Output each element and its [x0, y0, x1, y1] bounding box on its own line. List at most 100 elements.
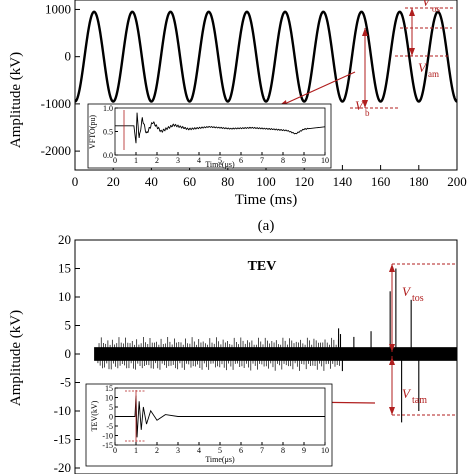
panel-a-x-axis-label: Time (ms): [235, 192, 297, 208]
panel-a-x-ticks: 0 20 40 60 80 100 120 140 160 180 200: [72, 165, 467, 189]
panel-a-inset-y-tick-label: 0.0: [103, 151, 113, 160]
v-tam-sub: tam: [412, 395, 427, 406]
panel-a-x-tick-label: 160: [371, 174, 391, 189]
panel-b-y-ticks: 20 15 10 5 0 -5 -10 -15 -20: [54, 232, 80, 474]
panel-a-inset-x-tick-label: 8: [281, 156, 285, 165]
panel-b-inset-x-tick-label: 4: [197, 446, 201, 455]
panel-b-inset-x-tick-label: 5: [218, 446, 222, 455]
panel-a-inset-trace: [115, 112, 326, 144]
panel-b-y-tick-label: -20: [54, 460, 71, 474]
panel-b-y-tick-label: -5: [60, 375, 71, 390]
v-os-sub: os: [432, 4, 441, 14]
panel-b-inset-y-tick-label: -15: [102, 441, 113, 450]
panel-a-y-ticks: 1000 0 -1000 -2000: [41, 1, 80, 158]
panel-a-inset-x-tick-label: 4: [197, 156, 201, 165]
panel-a-x-tick-label: 100: [256, 174, 276, 189]
panel-a-inset-x-tick-label: 9: [302, 156, 306, 165]
panel-b-inset-x-tick-label: 1: [134, 446, 138, 455]
panel-a-y-tick-label: -1000: [41, 96, 71, 111]
panel-b-y-tick-label: 20: [58, 232, 71, 247]
panel-b-inset-x-tick-label: 9: [302, 446, 306, 455]
v-tos-arrow-head: [389, 264, 395, 272]
panel-b-inset-y-label: TEV(kV): [90, 400, 99, 431]
v-tos-arrow-head-bottom: [389, 344, 395, 352]
inset-pointer-arrow-a: [279, 71, 356, 107]
panel-b-noise-band: [94, 347, 457, 361]
panel-a-inset: 0 1 2 3 4 5 6 7 8 9 10 1.0 0.5 0.0 Time(μs) VFTO(pu): [87, 103, 332, 169]
panel-b-y-tick-label: -15: [54, 432, 71, 447]
v-am-sub: am: [428, 69, 439, 79]
panel-b-noise-spikes: [97, 337, 341, 371]
panel-a-inset-y-label: VFTO(pu): [88, 115, 97, 149]
panel-a-label: (a): [258, 218, 275, 234]
panel-a-inset-x-tick-label: 3: [176, 156, 180, 165]
panel-b-inset-x-tick-label: 0: [113, 446, 117, 455]
v-am-arrow-head-down: [409, 48, 415, 56]
panel-a-inset-y-tick-label: 1.0: [103, 104, 113, 113]
v-am-arrow-head-up: [409, 8, 415, 16]
panel-b-inset-x-tick-label: 10: [321, 446, 329, 455]
panel-b-inset-x-ticks: 0 1 2 3 4 5 6 7 8 9 10: [113, 442, 329, 455]
panel-b-y-tick-label: 5: [65, 318, 72, 333]
panel-b-inset-y-tick-label: 0: [109, 413, 113, 422]
panel-b-inset-y-tick-label: 10: [105, 394, 113, 403]
panel-a-inset-x-tick-label: 7: [260, 156, 264, 165]
panel-a-x-tick-label: 180: [409, 174, 429, 189]
panel-a-inset-x-ticks: 0 1 2 3 4 5 6 7 8 9 10: [113, 152, 329, 165]
panel-b-inset-x-tick-label: 2: [155, 446, 159, 455]
panel-a-sine-line: [74, 10, 458, 103]
panel-b-y-tick-label: 15: [58, 261, 71, 276]
panel-a-sine-waveform: [74, 10, 458, 103]
panel-a-x-tick-label: 0: [72, 174, 79, 189]
panel-b-inset-y-tick-label: -5: [106, 422, 113, 431]
panel-b-y-axis-label: Amplitude (kV): [8, 310, 24, 406]
panel-b-inset-x-tick-label: 7: [260, 446, 264, 455]
panel-a-y-tick-label: -2000: [41, 143, 71, 158]
panel-a-x-tick-label: 20: [107, 174, 120, 189]
panel-a-inset-y-tick-label: 0.5: [103, 128, 113, 137]
panel-a-inset-x-tick-label: 0: [113, 156, 117, 165]
panel-b-inset-x-tick-label: 3: [176, 446, 180, 455]
panel-a-inset-bg: [87, 103, 332, 169]
panel-a-x-tick-label: 60: [183, 174, 196, 189]
v-tos-label: V: [402, 284, 412, 299]
panel-b-annotations: V tos V tam: [294, 263, 455, 416]
panel-a-y-axis-label: Amplitude (kV): [8, 52, 24, 148]
panel-b-title: TEV: [248, 259, 277, 274]
panel-a-x-tick-label: 200: [447, 174, 467, 189]
v-tam-arrow-head: [389, 407, 395, 415]
panel-b-inset-y-tick-label: 5: [109, 403, 113, 412]
panel-b-y-tick-label: 10: [58, 289, 71, 304]
panel-a-inset-x-tick-label: 2: [155, 156, 159, 165]
panel-b-inset-x-tick-label: 6: [239, 446, 243, 455]
panel-a-inset-x-tick-label: 6: [239, 156, 243, 165]
v-am-label: V: [418, 60, 428, 75]
panel-a-inset-y-ticks: 1.0 0.5 0.0: [103, 104, 118, 160]
v-b-sub: b: [365, 108, 370, 118]
v-os-label: V: [422, 0, 432, 9]
panel-a-inset-x-label: Time(μs): [205, 160, 235, 169]
panel-b-y-tick-label: 0: [65, 346, 72, 361]
v-b-arrow-head-up: [362, 28, 368, 36]
panel-b-y-tick-label: -10: [54, 403, 71, 418]
panel-b-inset-y-tick-label: -10: [102, 432, 113, 441]
panel-a-y-tick-label: 1000: [45, 1, 71, 16]
panel-b-inset-x-tick-label: 8: [281, 446, 285, 455]
panel-b-inset-bg: [85, 383, 333, 467]
panel-b-inset-y-tick-label: 15: [105, 384, 113, 393]
v-tam-label: V: [402, 386, 412, 401]
v-b-arrow-head-down: [362, 100, 368, 108]
panel-a-inset-x-tick-label: 5: [218, 156, 222, 165]
v-tos-sub: tos: [412, 293, 424, 304]
panel-a-y-tick-label: 0: [65, 49, 72, 64]
v-b-label: V: [355, 98, 365, 113]
panel-a-x-tick-label: 40: [145, 174, 158, 189]
panel-a-x-tick-label: 140: [333, 174, 353, 189]
v-tam-arrow-head-top: [389, 357, 395, 365]
panel-a-inset-line: [115, 112, 326, 144]
